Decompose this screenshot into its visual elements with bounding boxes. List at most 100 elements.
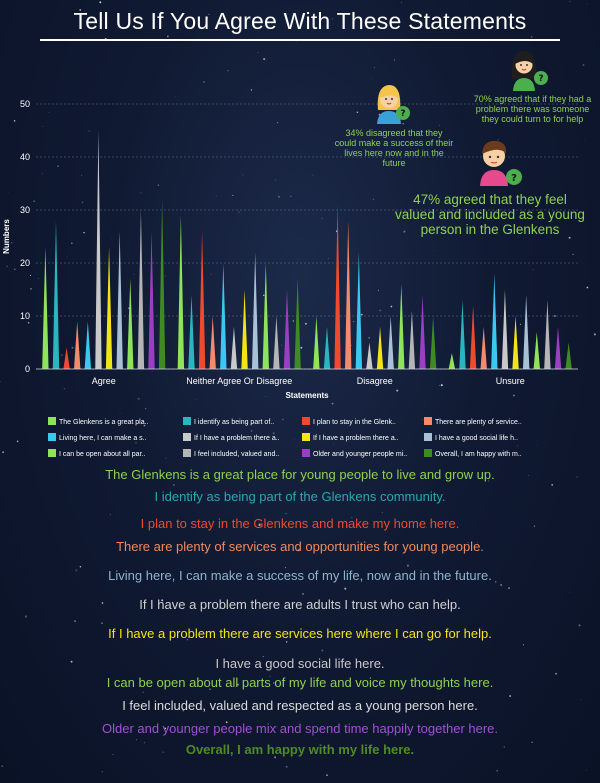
x-tick-label: Disagree [357,376,393,386]
legend-label: Overall, I am happy with m.. [435,451,522,458]
star [281,418,284,421]
svg-text:?: ? [400,109,405,119]
star [393,59,396,61]
star [509,695,512,697]
legend-item: If I have a problem there a.. [302,433,399,444]
star [30,288,32,290]
star [285,641,288,643]
legend-item: I plan to stay in the Glenk.. [302,417,396,428]
bar-2-10 [419,294,426,369]
star [495,581,497,583]
statement-text: I can be open about all parts of my life… [106,675,494,690]
star [276,121,279,124]
star [2,451,4,454]
star [587,3,588,5]
star [133,273,135,275]
star [79,566,82,568]
star [57,165,59,168]
star [16,440,19,443]
star [293,438,295,440]
star [61,354,63,356]
bar-0-0 [42,247,49,369]
legend-item: There are plenty of service.. [424,417,522,428]
bar-3-4 [491,273,498,369]
statement-text: There are plenty of services and opportu… [116,539,484,554]
star [269,675,271,678]
bar-2-0 [313,316,320,369]
star [344,587,347,590]
star [474,18,476,20]
star [331,402,334,405]
star [429,500,431,501]
star [101,622,103,624]
legend-swatch [424,433,432,441]
star [584,138,586,140]
star [88,130,90,132]
callout-disagree-success: 34% disagreed that they could make a suc… [334,128,454,168]
bar-2-8 [398,284,405,369]
star [206,550,208,552]
bar-0-11 [158,199,166,369]
star [272,432,275,435]
star [237,683,239,686]
bar-1-10 [283,289,291,369]
star [536,444,537,446]
bar-0-5 [95,130,102,369]
x-tick-label: Unsure [496,376,525,386]
star [173,484,175,486]
star [257,52,259,53]
legend-swatch [302,433,310,441]
star [10,241,13,244]
bar-0-10 [148,231,155,369]
star [142,691,144,693]
star [275,179,276,181]
bar-3-11 [565,342,572,369]
star [273,682,275,684]
bar-1-6 [241,289,248,369]
star [321,660,323,662]
star [477,541,478,543]
star [403,230,406,233]
legend-item: Overall, I am happy with m.. [424,449,522,460]
bar-1-8 [262,263,269,369]
star [569,0,571,2]
star [531,741,533,743]
legend-item: I have a good social life h.. [424,433,518,444]
star [257,720,259,722]
star [147,590,149,592]
bar-2-4 [355,252,363,369]
star [161,599,164,602]
bar-2-1 [323,326,331,369]
legend-swatch [302,417,310,425]
star [143,742,145,744]
star [270,578,272,579]
star [439,125,441,126]
bar-3-6 [512,316,519,369]
star [208,13,210,15]
star [67,256,68,258]
star [292,320,294,322]
star [263,58,266,61]
star [7,191,9,193]
star [503,746,505,748]
star [582,64,585,66]
legend-item: I feel included, valued and.. [183,449,279,460]
bar-chart: 0 10 20 30 40 50 Numbers Statements Agree Neither… [20,103,578,386]
star [263,294,265,296]
bar-2-5 [366,342,373,369]
statement-text: I have a good social life here. [215,656,385,671]
star [312,174,314,176]
star [321,649,324,652]
bar-1-2 [198,231,206,369]
y-tick-label: 30 [20,205,30,215]
title-underline [40,39,560,41]
star [307,707,310,710]
star [427,682,429,684]
bar-1-3 [209,316,216,369]
star [79,9,82,11]
legend-swatch [183,417,191,425]
bar-0-3 [74,321,81,369]
legend-item: Older and younger people mi.. [302,449,407,460]
star [175,96,177,98]
star [572,253,574,255]
